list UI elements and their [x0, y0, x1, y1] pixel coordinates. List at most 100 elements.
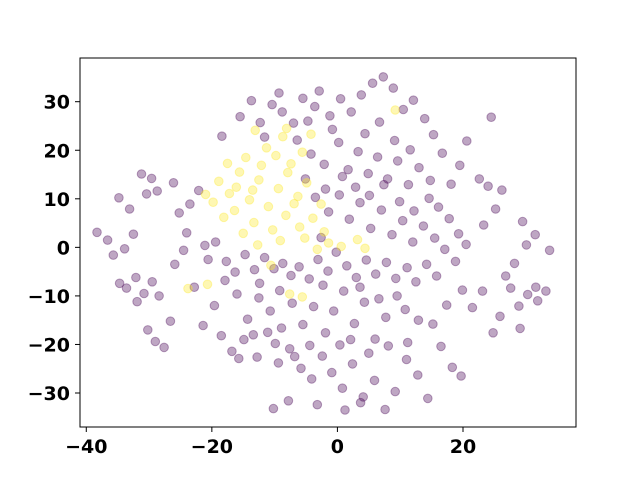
- scatter-point: [335, 340, 345, 350]
- scatter-point: [331, 247, 342, 257]
- scatter-point: [235, 111, 245, 122]
- scatter-point: [203, 254, 213, 265]
- scatter-point: [418, 221, 429, 231]
- scatter-point: [301, 178, 312, 188]
- scatter-point: [252, 352, 262, 362]
- scatter-point: [376, 205, 387, 215]
- scatter-point: [312, 244, 323, 255]
- scatter-point: [244, 195, 255, 205]
- scatter-point: [323, 207, 334, 217]
- scatter-point: [327, 367, 337, 378]
- scatter-point: [441, 300, 452, 310]
- scatter-point: [343, 164, 353, 175]
- scatter-point: [358, 392, 369, 402]
- scatter-point: [303, 116, 313, 126]
- scatter-point: [369, 375, 380, 386]
- scatter-point: [298, 319, 308, 330]
- scatter-point: [351, 272, 362, 283]
- scatter-point: [152, 186, 162, 196]
- scatter-point: [323, 266, 333, 276]
- scatter-point: [350, 182, 361, 192]
- scatter-point: [495, 311, 505, 322]
- scatter-point: [408, 237, 418, 247]
- scatter-point: [219, 212, 229, 223]
- scatter-point: [483, 181, 493, 191]
- scatter-point: [429, 233, 440, 243]
- scatter-point: [249, 264, 260, 275]
- scatter-point: [119, 244, 130, 254]
- scatter-point: [263, 201, 274, 212]
- scatter-point: [297, 292, 308, 302]
- scatter-point: [353, 146, 363, 157]
- scatter-point: [319, 159, 330, 170]
- scatter-point: [428, 129, 439, 140]
- scatter-point: [431, 271, 442, 281]
- y-tick-label: 0: [57, 237, 70, 259]
- scatter-point: [409, 206, 419, 216]
- scatter-point: [515, 323, 525, 334]
- scatter-point: [397, 215, 408, 226]
- scatter-point: [281, 123, 292, 134]
- scatter-point: [224, 188, 235, 199]
- scatter-point: [389, 135, 400, 146]
- scatter-point: [268, 403, 279, 414]
- scatter-point: [474, 174, 485, 184]
- scatter-point: [428, 319, 438, 329]
- scatter-point: [338, 286, 349, 296]
- scatter-point: [259, 252, 270, 263]
- scatter-point: [337, 383, 348, 394]
- scatter-point: [128, 229, 139, 239]
- scatter-point: [273, 358, 284, 368]
- scatter-point: [306, 374, 317, 384]
- scatter-point: [521, 240, 532, 250]
- scatter-point: [267, 225, 278, 235]
- scatter-point: [261, 143, 272, 153]
- scatter-point: [392, 156, 403, 166]
- scatter-point: [383, 341, 394, 351]
- scatter-point: [278, 131, 288, 142]
- scatter-point: [359, 297, 370, 308]
- scatter-point: [306, 149, 316, 159]
- scatter-point: [390, 386, 401, 397]
- scatter-point: [423, 393, 433, 404]
- scatter-point: [500, 271, 511, 281]
- scatter-point: [139, 288, 149, 299]
- scatter-point: [283, 396, 294, 406]
- scatter-point: [141, 189, 152, 199]
- scatter-point: [270, 338, 281, 349]
- scatter-point: [210, 237, 221, 247]
- scatter-point: [271, 150, 281, 161]
- scatter-point: [274, 285, 285, 296]
- scatter-point: [355, 282, 365, 293]
- scatter-point: [370, 269, 381, 279]
- scatter-point: [229, 205, 240, 216]
- scatter-point: [189, 282, 200, 293]
- scatter-point: [356, 90, 367, 100]
- scatter-point: [388, 83, 399, 93]
- y-tick-label: 20: [44, 140, 70, 162]
- scatter-point: [381, 257, 392, 268]
- scatter-point: [240, 249, 250, 260]
- scatter-point: [455, 160, 465, 171]
- scatter-point: [294, 262, 304, 272]
- x-axis: −40 −20 0 20: [65, 427, 476, 458]
- scatter-point: [530, 229, 541, 240]
- scatter-point: [114, 193, 124, 203]
- scatter-point: [325, 111, 335, 121]
- scatter-point: [283, 167, 293, 178]
- scatter-point: [252, 240, 263, 250]
- scatter-point: [165, 316, 176, 327]
- scatter-point: [304, 274, 315, 284]
- scatter-point: [147, 277, 157, 287]
- scatter-point: [364, 348, 374, 359]
- scatter-point: [372, 152, 383, 162]
- scatter-point: [436, 341, 446, 352]
- scatter-point: [220, 275, 230, 286]
- scatter-point: [234, 353, 244, 364]
- scatter-point: [335, 94, 346, 104]
- scatter-point: [150, 336, 161, 347]
- y-tick-label: −20: [28, 334, 70, 356]
- scatter-point: [392, 291, 402, 301]
- scatter-point: [514, 301, 524, 311]
- scatter-point: [284, 289, 295, 299]
